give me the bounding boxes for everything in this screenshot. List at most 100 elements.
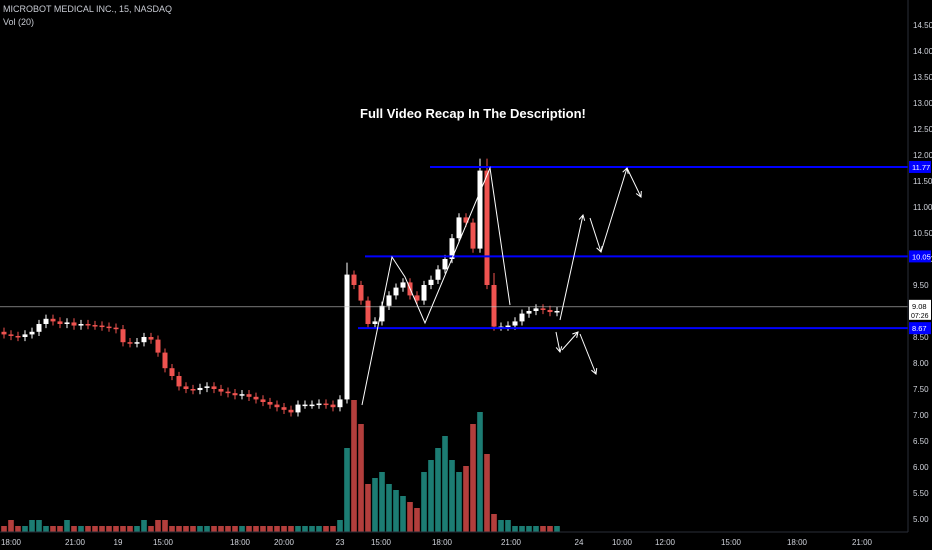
candle-body (120, 329, 126, 343)
volume-bar (295, 526, 301, 532)
volume-bar (113, 526, 119, 532)
volume-bar (22, 526, 28, 532)
candle-body (400, 282, 406, 288)
volume-bar (358, 424, 364, 532)
volume-bar (57, 526, 63, 532)
bar-countdown: 07:26 (911, 313, 929, 320)
candle-body (309, 404, 315, 407)
time-tick-label: 18:00 (1, 538, 22, 547)
candle-body (127, 342, 133, 344)
arrow-segment (579, 333, 597, 375)
time-tick-label: 12:00 (655, 538, 676, 547)
candle-body (295, 404, 301, 413)
volume-bar (176, 526, 182, 532)
symbol-title[interactable]: MICROBOT MEDICAL INC., 15, NASDAQ (3, 4, 173, 14)
candle-body (470, 222, 476, 249)
volume-bar (519, 526, 525, 532)
candle-body (113, 327, 119, 330)
candle-body (386, 295, 392, 306)
level-lines (0, 165, 908, 330)
price-tick-label: 5.00 (913, 515, 929, 524)
candle-body (463, 217, 469, 223)
candle-body (554, 311, 560, 313)
volume-bar (547, 526, 553, 532)
candle-body (64, 322, 70, 324)
time-tick-label: 10:00 (612, 538, 633, 547)
candle-body (330, 404, 336, 408)
price-axis[interactable]: 14.50 14.00 13.50 13.00 12.50 12.00 11.50 11.00… (907, 0, 932, 532)
volume-bar (477, 412, 483, 532)
volume-bar (421, 472, 427, 532)
candle-body (169, 368, 175, 376)
price-tick-label: 14.00 (913, 47, 932, 56)
candle-body (260, 399, 266, 402)
candle-body (435, 269, 441, 280)
volume-bar (330, 526, 336, 532)
candle-body (176, 376, 182, 387)
candle-body (323, 403, 329, 406)
price-tick-label: 12.50 (913, 125, 932, 134)
volume-bar (197, 526, 203, 532)
volume-bar (92, 526, 98, 532)
volume-bar (162, 520, 168, 532)
price-tick-label: 8.00 (913, 359, 929, 368)
price-tick-label: 6.50 (913, 437, 929, 446)
level-price-badge-text: 8.67 (912, 324, 927, 333)
candle-body (393, 287, 399, 296)
candle-body (337, 399, 343, 408)
candle-body (267, 402, 273, 405)
volume-bar (484, 454, 490, 532)
volume-bar (211, 526, 217, 532)
price-tick-label: 12.00 (913, 151, 932, 160)
level-price-badge-text: 10.05 (912, 252, 931, 261)
candle-body (99, 325, 105, 328)
volume-bar (309, 526, 315, 532)
candle-body (540, 308, 546, 310)
volume-bar (246, 526, 252, 532)
volume-bar (36, 520, 42, 532)
candle-body (526, 311, 532, 314)
candle-body (449, 238, 455, 259)
volume-indicator-label[interactable]: Vol (20) (3, 17, 35, 27)
time-axis[interactable]: 18:00 21:00 19 15:00 18:00 20:00 23 15:00 18:00 2… (0, 531, 908, 547)
candle-body (533, 308, 539, 311)
volume-bar (463, 466, 469, 532)
candle-body (190, 389, 196, 391)
volume-bar (281, 526, 287, 532)
candle-body (22, 334, 28, 337)
candle-body (50, 318, 56, 322)
volume-bar (337, 520, 343, 532)
volume-bar (204, 526, 210, 532)
candle-body (225, 391, 231, 394)
volume-bar (15, 526, 21, 532)
annotation-text: Full Video Recap In The Description! (360, 106, 586, 121)
candle-body (288, 409, 294, 413)
time-tick-label: 15:00 (371, 538, 392, 547)
volume-bar (372, 478, 378, 532)
candle-body (43, 318, 49, 324)
candle-body (134, 342, 140, 344)
candle-body (141, 337, 147, 343)
candle-body (232, 393, 238, 396)
time-tick-label: 21:00 (852, 538, 873, 547)
time-tick-label: 15:00 (721, 538, 742, 547)
candle-body (197, 387, 203, 391)
volume-bar (365, 484, 371, 532)
price-tick-label: 10.50 (913, 229, 932, 238)
candle-body (239, 394, 245, 396)
volume-bar (526, 526, 532, 532)
time-tick-label: 18:00 (432, 538, 453, 547)
volume-bar (183, 526, 189, 532)
candle-body (281, 407, 287, 410)
volume-bars (1, 400, 560, 532)
candle-body (85, 324, 91, 326)
volume-bar (442, 436, 448, 532)
candle-body (512, 321, 518, 326)
candle-body (57, 321, 63, 324)
volume-bar (232, 526, 238, 532)
price-tick-label: 13.50 (913, 73, 932, 82)
candle-body (253, 396, 259, 400)
time-tick-label: 15:00 (153, 538, 174, 547)
volume-bar (386, 484, 392, 532)
